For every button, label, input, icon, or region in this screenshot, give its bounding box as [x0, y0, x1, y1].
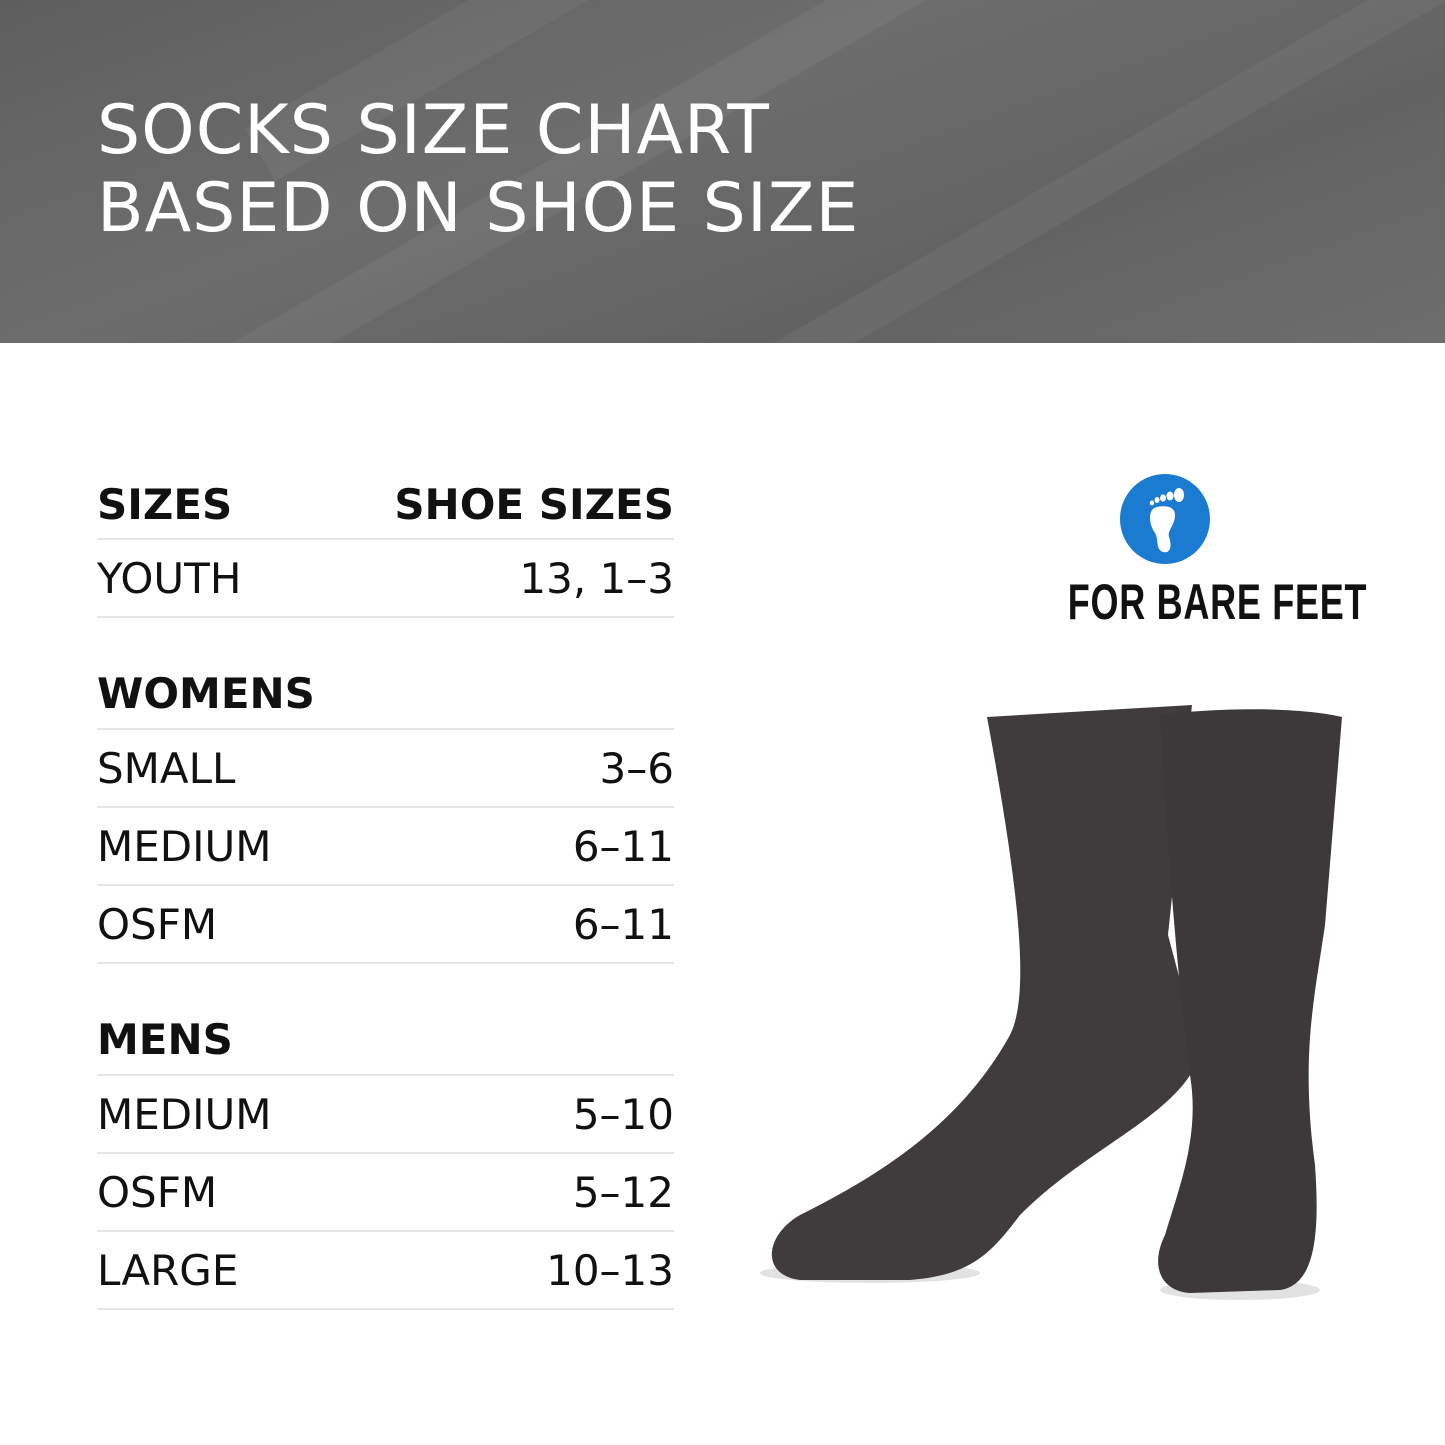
logo-text: FOR BARE FEET: [1067, 574, 1368, 630]
table-row: SMALL 3–6: [97, 730, 674, 808]
size-label: MEDIUM: [97, 1089, 272, 1139]
table-row: OSFM 5–12: [97, 1154, 674, 1232]
size-label: SMALL: [97, 743, 236, 793]
shoe-size-value: 5–10: [572, 1089, 674, 1139]
title-line-2: BASED ON SHOE SIZE: [97, 169, 860, 248]
size-label: MEDIUM: [97, 821, 272, 871]
socks-image: [760, 705, 1342, 1300]
shoe-size-value: 5–12: [572, 1167, 674, 1217]
title-line-1: SOCKS SIZE CHART: [97, 91, 770, 170]
page-title: SOCKS SIZE CHART BASED ON SHOE SIZE: [97, 92, 859, 248]
shoe-size-value: 6–11: [572, 821, 674, 871]
group-label-mens: MENS: [97, 964, 674, 1076]
column-header-sizes: SIZES: [97, 479, 233, 529]
table-row: MEDIUM 5–10: [97, 1076, 674, 1154]
table-header: SIZES SHOE SIZES: [97, 470, 674, 540]
size-table: SIZES SHOE SIZES YOUTH 13, 1–3 WOMENS SMA…: [97, 470, 674, 1310]
table-row: YOUTH 13, 1–3: [97, 540, 674, 618]
table-row: LARGE 10–13: [97, 1232, 674, 1310]
size-label: OSFM: [97, 899, 218, 949]
table-row: MEDIUM 6–11: [97, 808, 674, 886]
shoe-size-value: 13, 1–3: [519, 553, 674, 603]
shoe-size-value: 3–6: [599, 743, 674, 793]
group-label-womens: WOMENS: [97, 618, 674, 730]
table-row: OSFM 6–11: [97, 886, 674, 964]
size-label: OSFM: [97, 1167, 218, 1217]
size-label: LARGE: [97, 1245, 239, 1295]
size-label: YOUTH: [97, 553, 242, 603]
bare-feet-logo: FOR BARE FEET: [1030, 473, 1368, 631]
header-banner: SOCKS SIZE CHART BASED ON SHOE SIZE: [0, 0, 1445, 343]
column-header-shoe-sizes: SHOE SIZES: [394, 479, 674, 529]
shoe-size-value: 6–11: [572, 899, 674, 949]
footprint-icon: [1120, 474, 1210, 564]
shoe-size-value: 10–13: [546, 1245, 674, 1295]
